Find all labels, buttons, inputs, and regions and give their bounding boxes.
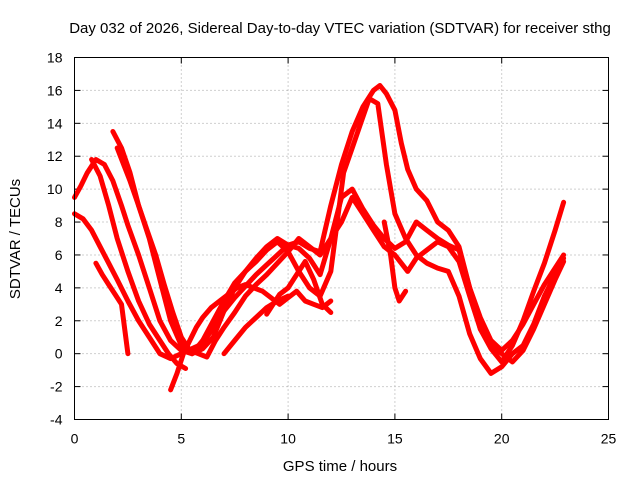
- y-axis-title: SDTVAR / TECUs: [7, 179, 24, 299]
- y-tick-labels: -4 -2 0 2 4 6 8 10 12 14 16 18: [47, 50, 63, 428]
- axis-ticks: [74, 57, 609, 420]
- x-tick-label: 20: [494, 431, 510, 447]
- series-group: [72, 83, 567, 393]
- y-tick-label: 0: [55, 346, 63, 362]
- y-tick-label: 6: [55, 247, 63, 263]
- series-line-track-6: [168, 282, 334, 393]
- x-tick-label: 25: [601, 431, 617, 447]
- y-tick-label: 4: [55, 280, 63, 296]
- y-tick-label: 14: [47, 115, 63, 131]
- y-tick-label: 8: [55, 214, 63, 230]
- plot-frame: [74, 57, 609, 420]
- y-tick-label: 16: [47, 82, 63, 98]
- y-tick-label: 2: [55, 313, 63, 329]
- chart-title: Day 032 of 2026, Sidereal Day-to-day VTE…: [69, 20, 611, 37]
- y-tick-label: 18: [47, 50, 63, 66]
- series-line-track-9: [381, 219, 409, 304]
- series-line-track-10: [264, 259, 334, 317]
- series-line-track-5: [89, 157, 189, 371]
- x-tick-labels: 0 5 10 15 20 25: [71, 431, 617, 447]
- series-line-track-4: [114, 145, 567, 365]
- y-tick-label: -2: [50, 379, 63, 395]
- y-tick-label: -4: [50, 412, 63, 428]
- x-tick-label: 10: [280, 431, 296, 447]
- x-tick-label: 15: [387, 431, 403, 447]
- y-tick-label: 12: [47, 148, 63, 164]
- x-tick-label: 5: [177, 431, 185, 447]
- series-line-track-7: [93, 260, 131, 357]
- x-tick-label: 0: [71, 431, 79, 447]
- grid-lines: [74, 57, 609, 420]
- y-tick-label: 10: [47, 181, 63, 197]
- x-axis-title: GPS time / hours: [283, 458, 397, 475]
